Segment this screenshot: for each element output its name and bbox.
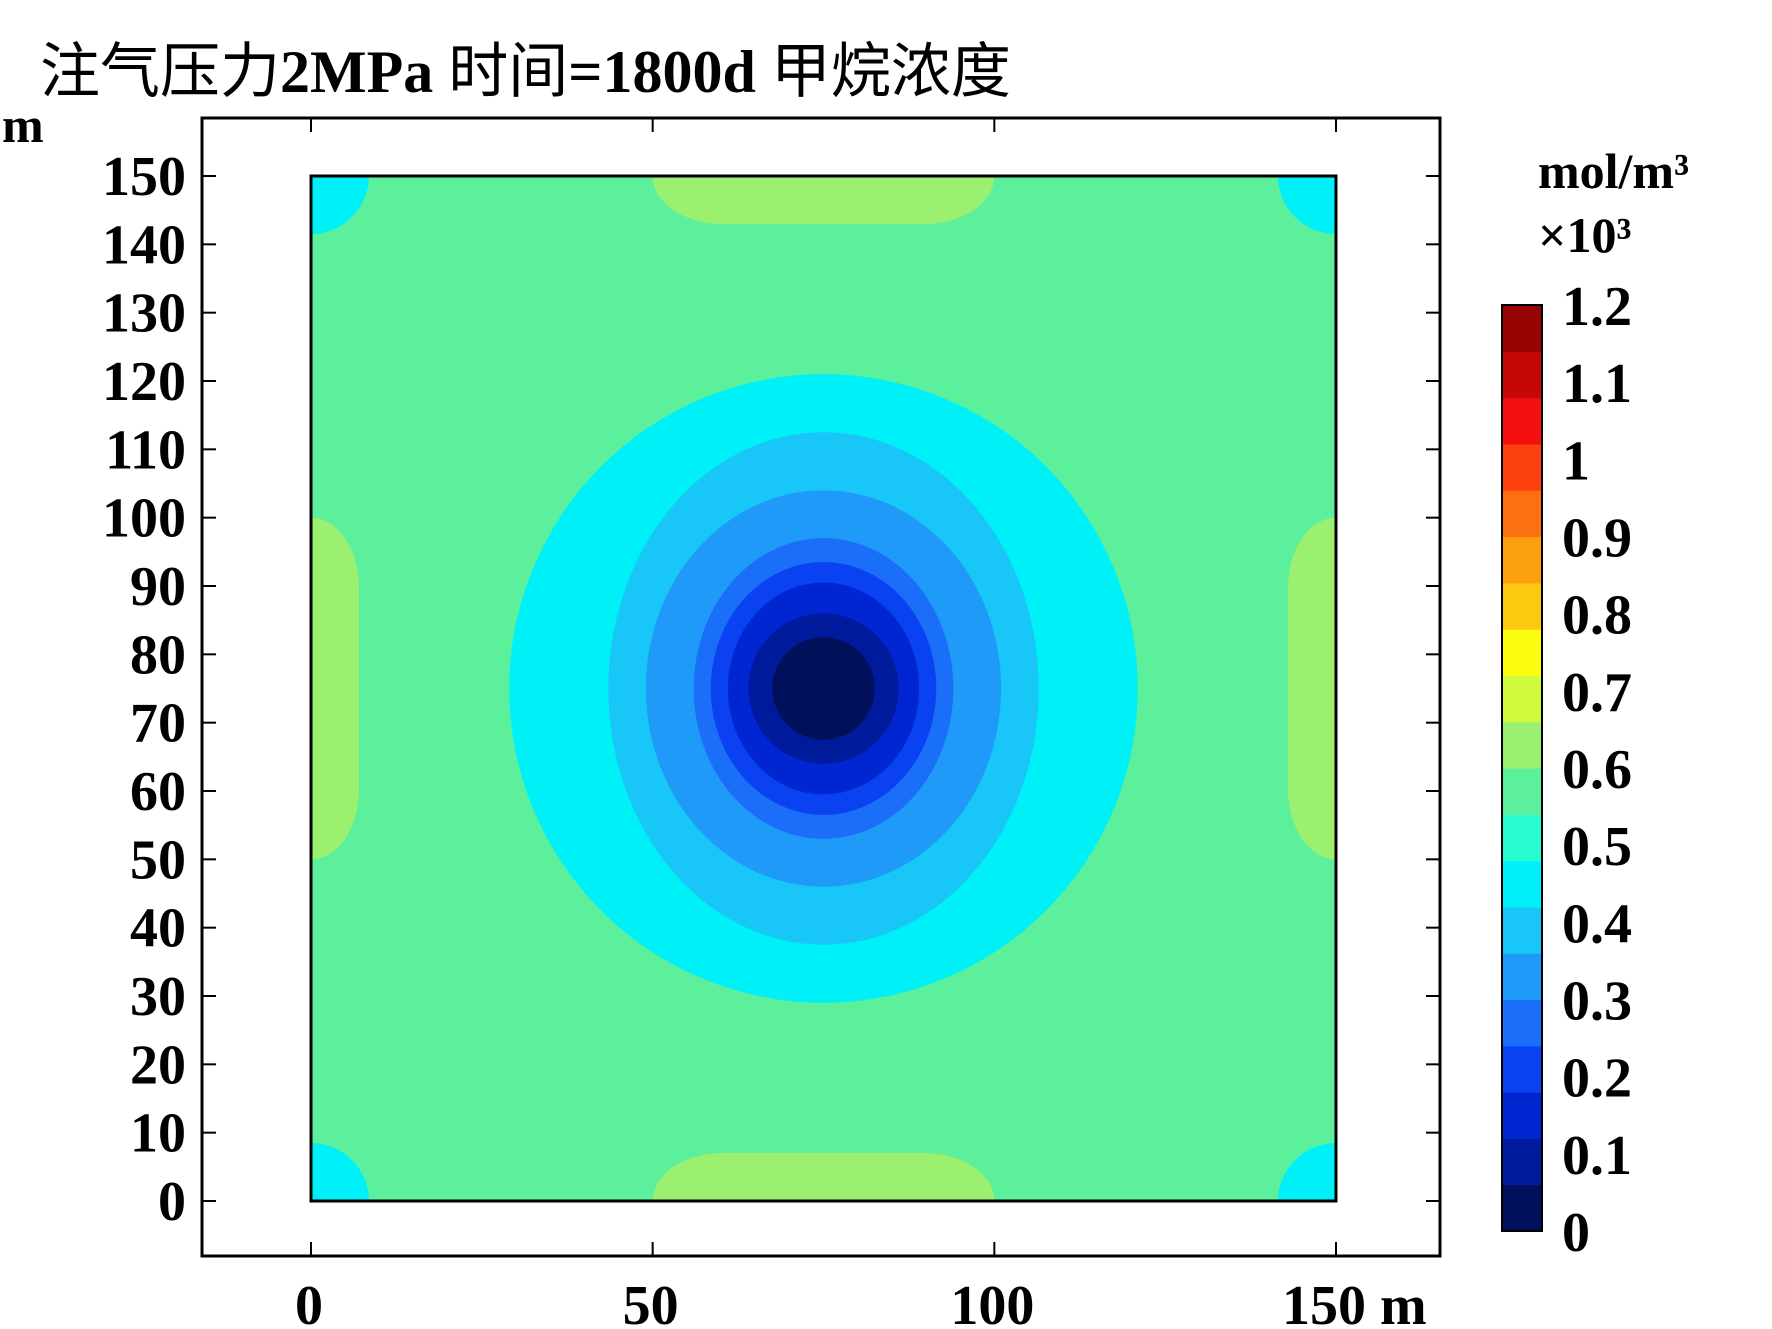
y-tick-label: 90 <box>130 556 186 618</box>
colorbar-swatches <box>1502 305 1542 1232</box>
colorbar-swatch <box>1502 305 1542 352</box>
colorbar-swatch <box>1502 721 1542 769</box>
y-tick-label: 120 <box>102 351 186 413</box>
colorbar-tick-label: 0.2 <box>1562 1048 1632 1110</box>
colorbar-swatch <box>1502 1184 1542 1232</box>
colorbar-tick-label: 1.2 <box>1562 276 1632 338</box>
colorbar-swatch <box>1502 443 1542 491</box>
edge-high-zone <box>652 176 995 224</box>
y-tick-label: 70 <box>130 693 186 755</box>
colorbar-swatch <box>1502 629 1542 676</box>
y-tick-label: 60 <box>130 761 186 823</box>
y-tick-label: 20 <box>130 1034 186 1096</box>
colorbar-tick-label: 0.3 <box>1562 971 1632 1033</box>
corner-low-zone <box>1278 176 1336 234</box>
colorbar-multiplier: ×10³ <box>1538 207 1631 263</box>
plot-area: 0 50 100 150 m 0102030405060708090100110120… <box>102 116 1442 1329</box>
title-part: 注气压力 <box>40 39 280 105</box>
colorbar-swatch <box>1502 397 1542 445</box>
y-tick-label: 10 <box>130 1103 186 1165</box>
domain-boundary <box>309 174 1338 1203</box>
y-tick-label: 150 <box>102 146 186 208</box>
colorbar-labels: 0 0.1 0.2 0.3 0.4 0.5 0.6 0.7 0.8 0.9 1 1.1 1.2 <box>1562 276 1632 1264</box>
edge-high-zone <box>652 1153 995 1201</box>
title-part: =1800d <box>568 39 756 105</box>
contour-ring <box>772 637 875 740</box>
corner-low-zone <box>311 1143 369 1201</box>
edge-high-zone <box>311 517 359 860</box>
y-tick-label: 100 <box>102 488 186 550</box>
colorbar-tick-label: 0.9 <box>1562 508 1632 570</box>
y-tick-label: 140 <box>102 214 186 276</box>
y-tick-label: 50 <box>130 829 186 891</box>
y-tick-label: 80 <box>130 624 186 686</box>
y-tick-label: 30 <box>130 966 186 1028</box>
colorbar-tick-label: 1.1 <box>1562 353 1632 415</box>
title-part: 时间 <box>433 39 568 105</box>
colorbar-swatch <box>1502 953 1542 1001</box>
colorbar-frame <box>1501 304 1543 1232</box>
colorbar-tick-label: 0.6 <box>1562 739 1632 801</box>
concentration-field <box>311 176 1336 1201</box>
colorbar-tick-label: 0.7 <box>1562 662 1632 724</box>
colorbar-tick-label: 0.8 <box>1562 585 1632 647</box>
x-tick-label: 0 <box>295 1275 323 1329</box>
colorbar-swatch <box>1502 906 1542 954</box>
title-part: 2MPa <box>280 39 433 105</box>
colorbar-tick-label: 0.1 <box>1562 1125 1632 1187</box>
corner-low-zone <box>311 176 369 234</box>
colorbar-swatch <box>1502 351 1542 399</box>
colorbar-tick-label: 0.4 <box>1562 893 1632 955</box>
x-tick-label: 150 m <box>1282 1275 1427 1329</box>
chart-title: 注气压力2MPa 时间=1800d 甲烷浓度 <box>40 39 1011 105</box>
x-tick-label: 50 <box>623 1275 679 1329</box>
edge-high-zone <box>1288 517 1336 860</box>
y-tick-label: 130 <box>102 283 186 345</box>
colorbar-swatch <box>1502 768 1542 815</box>
colorbar-swatch <box>1502 490 1542 538</box>
colorbar-tick-label: 0.5 <box>1562 816 1632 878</box>
colorbar-swatch <box>1502 860 1542 908</box>
colorbar-tick-label: 0 <box>1562 1202 1590 1264</box>
colorbar-swatch <box>1502 536 1542 584</box>
colorbar: mol/m³ ×10³ 0 0.1 0.2 0.3 0.4 0.5 0.6 0.7 0.8 0.9… <box>1501 143 1689 1264</box>
corner-low-zone <box>1278 1143 1336 1201</box>
colorbar-swatch <box>1502 814 1542 862</box>
y-tick-label: 0 <box>158 1171 186 1233</box>
y-tick-label: 110 <box>105 419 186 481</box>
colorbar-swatch <box>1502 582 1542 630</box>
colorbar-swatch <box>1502 1045 1542 1093</box>
colorbar-swatch <box>1502 1092 1542 1139</box>
colorbar-swatch <box>1502 1138 1542 1186</box>
title-part: 甲烷浓度 <box>756 39 1011 105</box>
colorbar-unit: mol/m³ <box>1538 143 1689 199</box>
colorbar-swatch <box>1502 675 1542 723</box>
colorbar-swatch <box>1502 999 1542 1047</box>
x-axis-ticks: 0 50 100 150 m <box>295 118 1427 1329</box>
colorbar-tick-label: 1 <box>1562 430 1590 492</box>
y-axis-unit: m <box>2 97 44 153</box>
x-tick-label: 100 <box>950 1275 1034 1329</box>
y-tick-label: 40 <box>130 898 186 960</box>
